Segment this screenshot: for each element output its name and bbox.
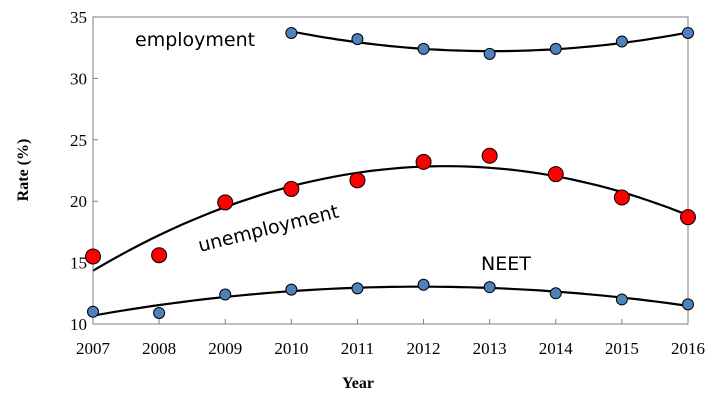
trend-line-neet	[92, 285, 689, 317]
data-point-neet	[153, 306, 166, 319]
data-point-neet	[87, 305, 99, 318]
y-tick-label: 25	[70, 131, 87, 150]
x-tick-label: 2007	[76, 339, 111, 358]
data-point-unemployment	[217, 194, 234, 211]
data-points	[85, 26, 696, 319]
y-axis-title: Rate (%)	[15, 139, 32, 202]
x-tick-label: 2012	[407, 339, 441, 358]
data-point-unemployment	[680, 209, 696, 226]
data-point-unemployment	[481, 147, 498, 164]
x-tick-label: 2016	[671, 339, 705, 358]
data-point-employment	[682, 26, 694, 39]
data-point-neet	[219, 288, 232, 301]
x-tick-label: 2008	[142, 339, 176, 358]
data-point-unemployment	[349, 172, 366, 189]
data-point-neet	[351, 282, 364, 295]
data-point-unemployment	[547, 166, 564, 183]
data-point-unemployment	[613, 189, 630, 206]
data-point-neet	[549, 287, 562, 300]
plot-frame	[92, 16, 689, 325]
data-point-employment	[549, 42, 562, 55]
data-point-employment	[483, 47, 496, 60]
data-point-employment	[351, 33, 364, 46]
trend-line-unemployment	[92, 165, 689, 272]
y-tick-label: 10	[70, 315, 87, 334]
x-axis-title: Year	[342, 375, 374, 392]
data-point-unemployment	[151, 247, 168, 264]
data-point-neet	[483, 281, 496, 294]
data-point-employment	[417, 42, 430, 55]
data-point-neet	[615, 293, 628, 306]
data-point-unemployment	[283, 180, 300, 197]
data-point-employment	[285, 26, 298, 39]
data-point-unemployment	[415, 153, 432, 170]
x-tick-label: 2011	[341, 339, 374, 358]
data-point-neet	[417, 278, 430, 291]
trend-lines	[92, 30, 689, 317]
series-label-neet: NEET	[481, 253, 531, 275]
data-point-neet	[682, 298, 694, 311]
series-label-employment: employment	[135, 29, 255, 51]
x-tick-label: 2009	[208, 339, 242, 358]
axes: 10 15 20 25 30 35 2007 2008 2009 2010 2011 2012 2013…	[70, 8, 705, 358]
data-point-neet	[285, 283, 298, 296]
x-tick-label: 2015	[605, 339, 639, 358]
data-point-unemployment	[85, 248, 101, 265]
y-tick-label: 15	[70, 254, 87, 273]
x-tick-label: 2013	[473, 339, 507, 358]
x-tick-label: 2014	[539, 339, 574, 358]
data-point-employment	[615, 35, 628, 48]
y-tick-label: 30	[70, 69, 87, 88]
x-tick-label: 2010	[274, 339, 308, 358]
y-tick-label: 35	[70, 8, 87, 27]
y-tick-label: 20	[70, 192, 87, 211]
